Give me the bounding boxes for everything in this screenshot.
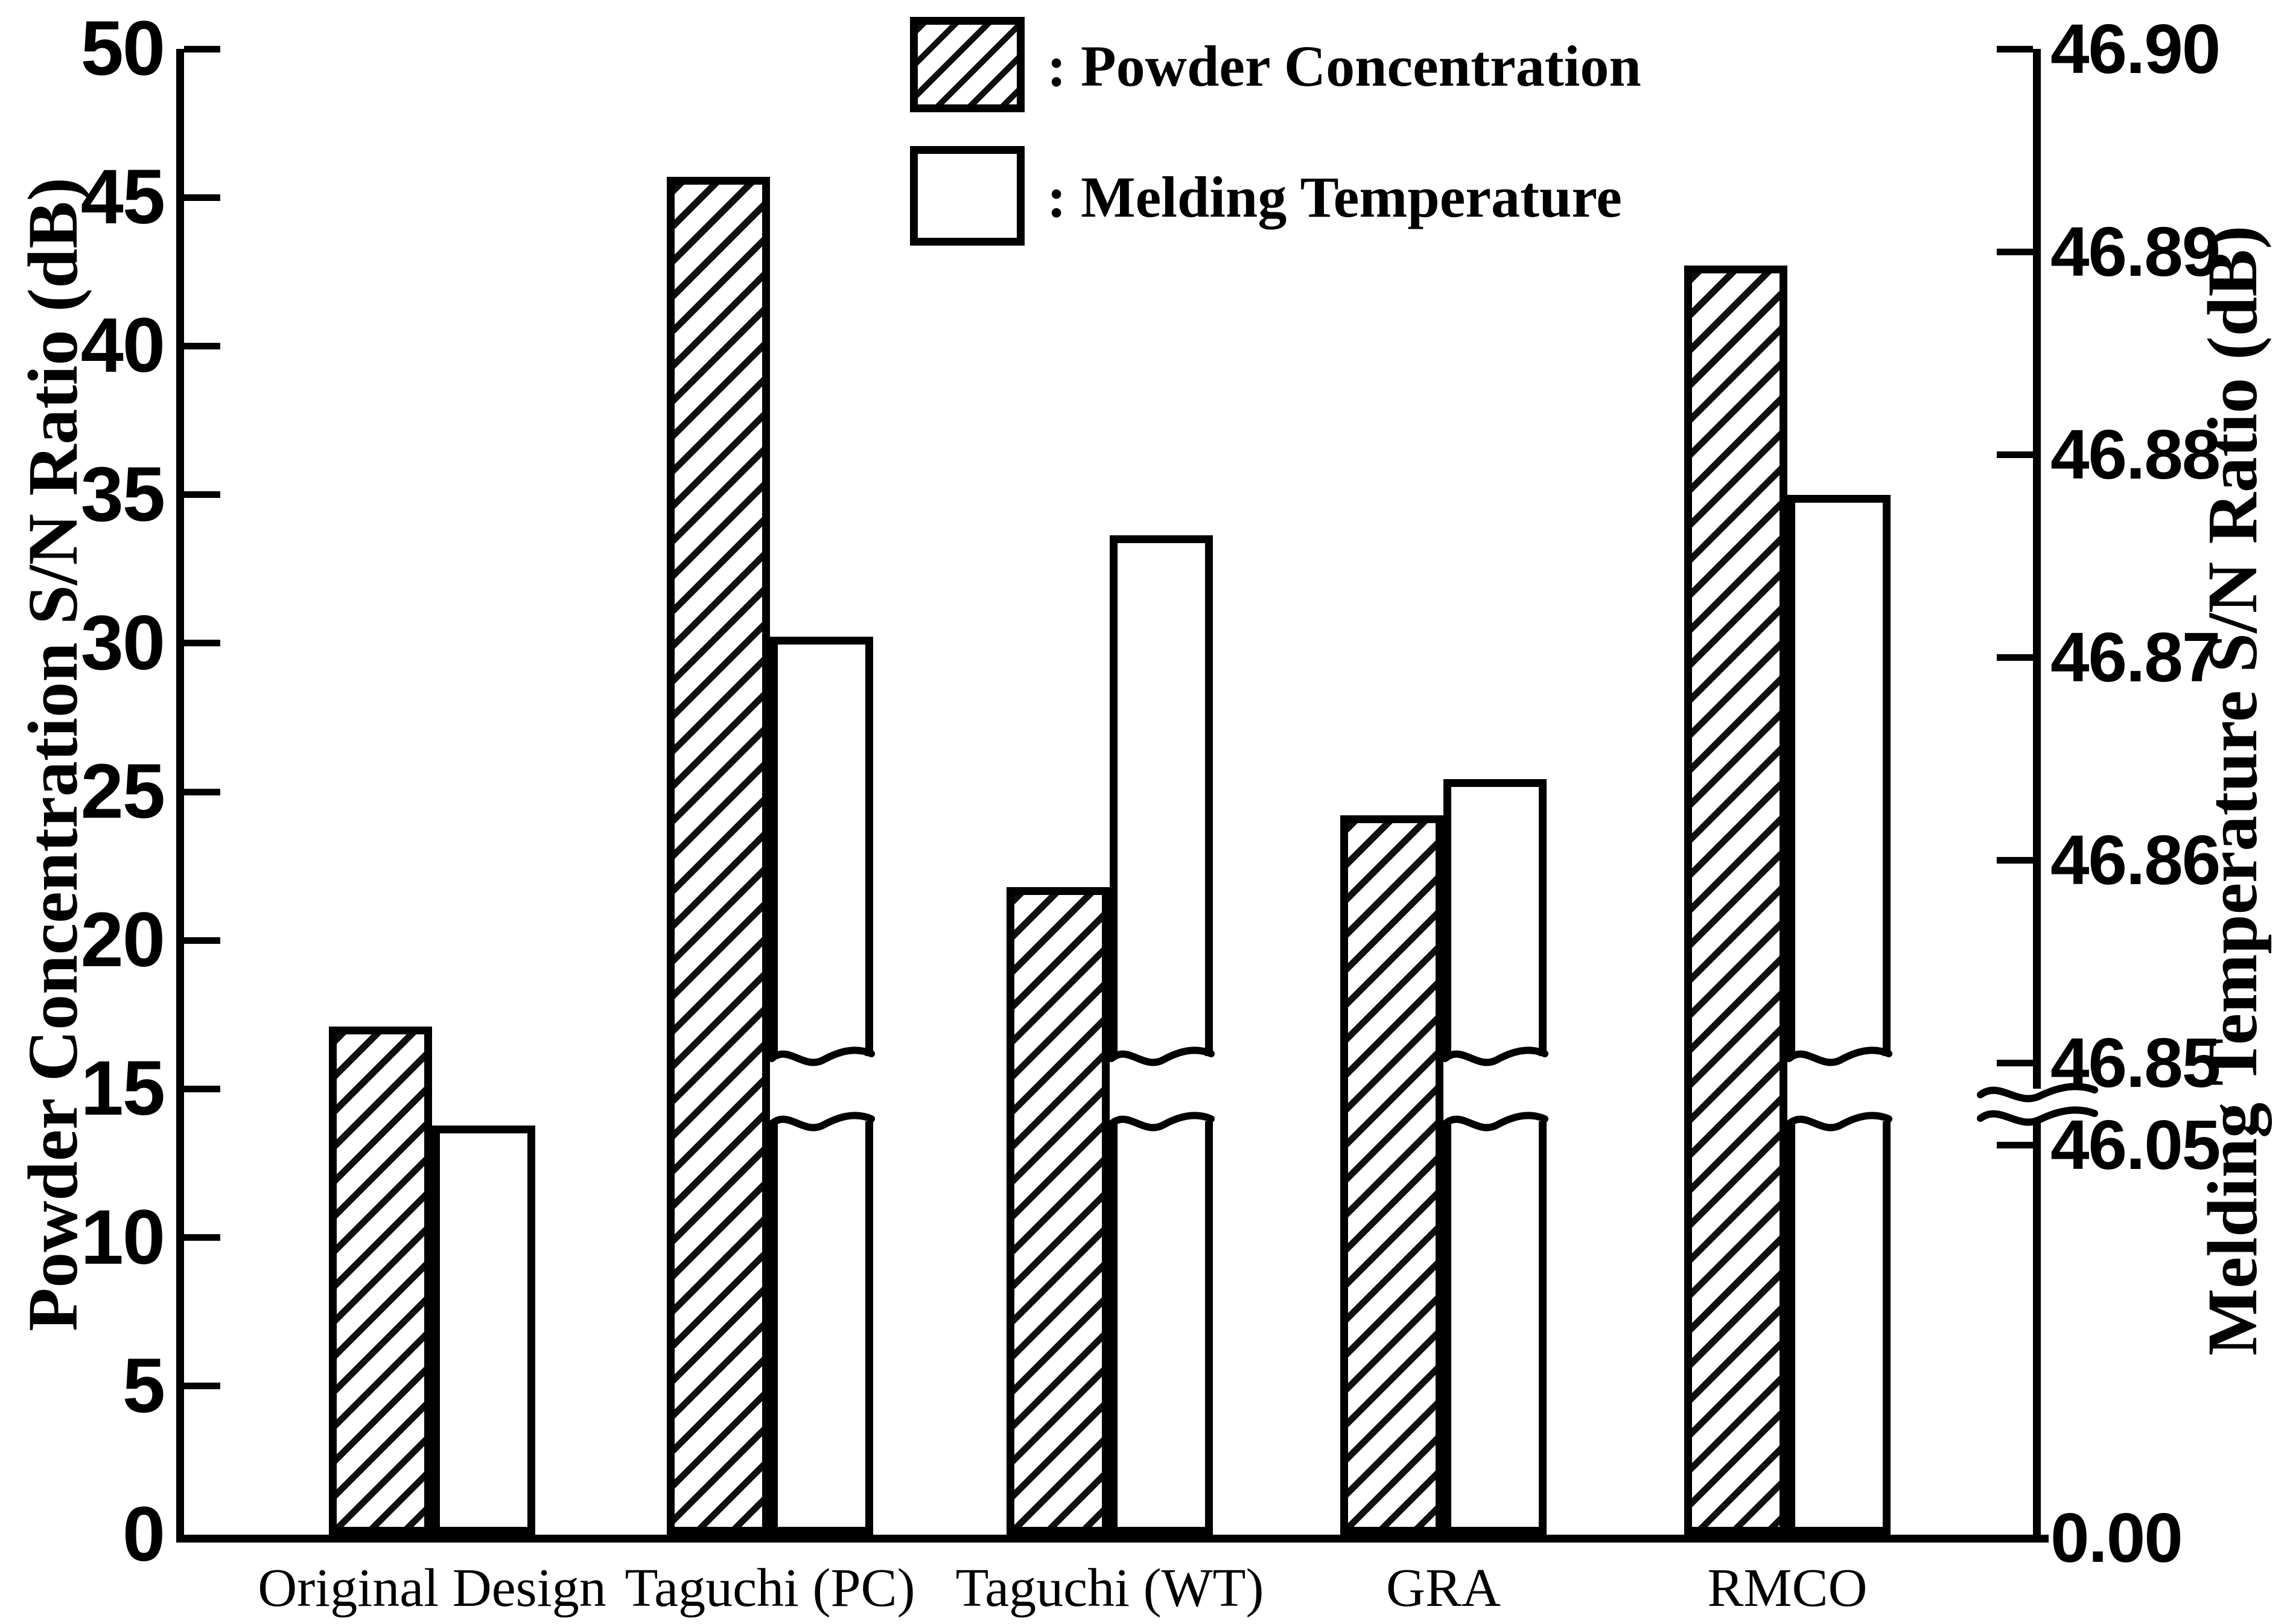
bar-melding-temperature-upper bbox=[770, 637, 873, 1056]
bar-melding-temperature-upper bbox=[1443, 779, 1547, 1056]
y-axis-left-tick bbox=[184, 342, 220, 349]
legend-swatch-powder-concentration bbox=[910, 17, 1025, 112]
x-category-label: RMCO bbox=[1707, 1558, 1868, 1618]
bar-powder-concentration bbox=[667, 176, 770, 1535]
bar-break-squiggle-upper bbox=[1108, 1046, 1215, 1066]
y-axis-left-tick-label: 10 bbox=[80, 1194, 165, 1281]
bar-melding-temperature-lower bbox=[1443, 1121, 1547, 1535]
y-axis-right-upper bbox=[2033, 49, 2041, 1089]
y-axis-left-tick bbox=[184, 1234, 220, 1241]
y-axis-left-tick-label: 30 bbox=[80, 599, 165, 686]
y-axis-right-tick-label: 46.89 bbox=[2050, 212, 2221, 291]
y-axis-left-tick bbox=[184, 640, 220, 647]
right-axis-break-squiggle-upper bbox=[1976, 1083, 2098, 1103]
bar-powder-concentration bbox=[329, 1026, 432, 1535]
y-axis-left-tick bbox=[184, 491, 220, 498]
legend-label: : Melding Temperature bbox=[1047, 165, 1622, 229]
bar-powder-concentration bbox=[1007, 887, 1110, 1535]
y-axis-left-tick bbox=[184, 45, 220, 53]
legend-swatch-melding-temperature bbox=[910, 146, 1025, 246]
y-axis-right-tick-label: 46.85 bbox=[2050, 1024, 2221, 1102]
y-axis-right-tick bbox=[1997, 248, 2033, 255]
y-axis-left-tick-label: 35 bbox=[80, 451, 165, 538]
y-axis-right-tick bbox=[1997, 856, 2033, 864]
y-axis-left-tick-label: 45 bbox=[80, 154, 165, 241]
y-axis-left-tick-label: 40 bbox=[80, 302, 165, 389]
y-axis-right-lower bbox=[2033, 1119, 2041, 1543]
y-axis-left bbox=[176, 49, 184, 1543]
y-axis-left-tick-label: 50 bbox=[80, 5, 165, 92]
bar-break-squiggle-lower bbox=[1786, 1112, 1892, 1132]
y-axis-right-tick bbox=[1997, 1141, 2033, 1148]
y-axis-right-tick-label: 46.88 bbox=[2050, 415, 2221, 494]
y-axis-left-tick-label: 20 bbox=[80, 897, 165, 984]
y-axis-right-tick-label: 46.90 bbox=[2050, 10, 2221, 88]
y-axis-left-tick bbox=[184, 788, 220, 795]
bar-break-squiggle-lower bbox=[768, 1112, 875, 1132]
x-category-label: Taguchi (PC) bbox=[625, 1558, 915, 1618]
y-axis-right-tick bbox=[1997, 654, 2033, 661]
right-axis-break-squiggle-lower bbox=[1976, 1106, 2098, 1126]
y-axis-right-tick-label: 0.00 bbox=[2050, 1498, 2183, 1577]
bar-powder-concentration bbox=[1684, 266, 1787, 1535]
y-axis-left-tick-label: 5 bbox=[122, 1342, 165, 1429]
y-axis-left-tick-label: 25 bbox=[80, 748, 165, 835]
y-axis-right-tick bbox=[1997, 451, 2033, 458]
y-axis-right-tick-label: 46.86 bbox=[2050, 821, 2221, 899]
x-category-label: Taguchi (WT) bbox=[955, 1558, 1264, 1618]
x-category-label: GRA bbox=[1385, 1558, 1501, 1618]
y-axis-left-tick-label: 0 bbox=[122, 1491, 165, 1578]
bar-melding-temperature-upper bbox=[1110, 535, 1213, 1056]
y-axis-right-tick bbox=[1997, 45, 2033, 53]
bar-powder-concentration bbox=[1340, 815, 1443, 1535]
x-category-label: Original Design bbox=[258, 1558, 606, 1618]
bar-melding-temperature bbox=[432, 1126, 535, 1535]
bar-break-squiggle-lower bbox=[1442, 1112, 1548, 1132]
y-axis-left-tick bbox=[184, 194, 220, 201]
bar-break-squiggle-lower bbox=[1108, 1112, 1215, 1132]
bar-melding-temperature-upper bbox=[1787, 495, 1891, 1056]
bar-melding-temperature-lower bbox=[770, 1121, 873, 1535]
y-axis-right-tick-label: 46.05 bbox=[2050, 1106, 2221, 1184]
bar-break-squiggle-upper bbox=[1442, 1046, 1548, 1066]
y-axis-right-tick-label: 46.87 bbox=[2050, 618, 2221, 696]
y-axis-right-tick bbox=[1997, 1059, 2033, 1066]
bar-melding-temperature-lower bbox=[1110, 1121, 1213, 1535]
bar-break-squiggle-upper bbox=[1786, 1046, 1892, 1066]
y-axis-left-tick-label: 15 bbox=[80, 1045, 165, 1132]
y-axis-left-tick bbox=[184, 1383, 220, 1390]
y-axis-left-tick bbox=[184, 1085, 220, 1092]
y-axis-left-tick bbox=[184, 937, 220, 944]
bar-break-squiggle-upper bbox=[768, 1046, 875, 1066]
x-axis bbox=[176, 1535, 2049, 1543]
legend-label: : Powder Concentration bbox=[1047, 34, 1641, 98]
bar-melding-temperature-lower bbox=[1787, 1121, 1891, 1535]
